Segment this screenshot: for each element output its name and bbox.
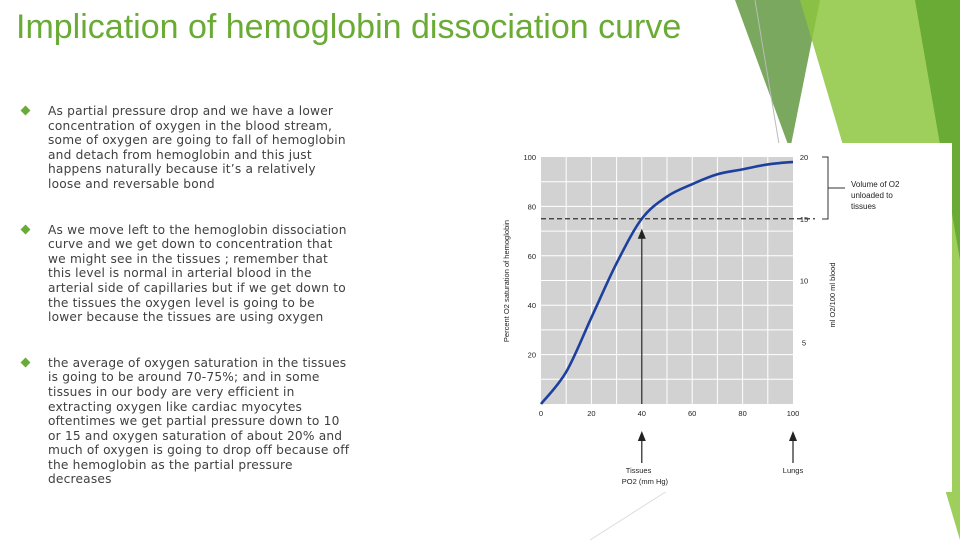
- bullet-item: As partial pressure drop and we have a l…: [20, 104, 350, 192]
- arrow-head-bottom: [637, 431, 646, 441]
- bullet-item: As we move left to the hemoglobin dissoc…: [20, 223, 350, 325]
- unloaded-bracket: Volume of O2 unloaded to tissues: [822, 156, 900, 220]
- y2-tick-label: 20: [800, 153, 808, 162]
- y2-tick-label: 15: [800, 215, 808, 224]
- y2-axis-label: ml O2/100 ml blood: [828, 262, 837, 327]
- y-tick-label: 80: [528, 202, 536, 211]
- arrow-head-bottom: [789, 431, 797, 441]
- bullet-text: the average of oxygen saturation in the …: [48, 355, 350, 487]
- grid-lines: [541, 157, 793, 404]
- x-tick-label: 60: [688, 409, 696, 418]
- annotation-arrows: Tissues PO2 (mm Hg) Lungs: [622, 228, 804, 486]
- bullet-list: As partial pressure drop and we have a l…: [20, 104, 350, 487]
- y-tick-label: 20: [528, 351, 536, 360]
- diamond-bullet-icon: [20, 105, 31, 116]
- slide-title: Implication of hemoglobin dissociation c…: [16, 8, 682, 46]
- y-tick-label: 60: [528, 252, 536, 261]
- bracket-label-line1: Volume of O2: [851, 180, 900, 189]
- dissociation-chart: 0 20 40 60 80 100 20 40 60 80 100 5 10 15 20 Percent O…: [497, 143, 952, 492]
- arrow-head-up: [637, 228, 646, 239]
- y-axis-label: Percent O2 saturation of hemoglobin: [502, 220, 511, 342]
- y-tick-label: 40: [528, 301, 536, 310]
- bracket-label-line2: unloaded to: [851, 191, 893, 200]
- bracket-label-line3: tissues: [851, 202, 876, 211]
- x-tick-label: 40: [638, 409, 646, 418]
- diamond-bullet-icon: [20, 224, 31, 235]
- bullet-text: As we move left to the hemoglobin dissoc…: [48, 222, 347, 325]
- arrow-label-line2: PO2 (mm Hg): [622, 477, 669, 486]
- series-line-saturation: [539, 160, 794, 405]
- y2-tick-label: 5: [802, 338, 806, 347]
- diamond-bullet-icon: [20, 357, 31, 368]
- x-tick-label: 20: [587, 409, 595, 418]
- arrow-label-line1: Tissues: [626, 466, 652, 475]
- y2-tick-label: 10: [800, 277, 808, 286]
- deco-line: [754, 0, 781, 151]
- x-tick-label: 100: [787, 409, 800, 418]
- bullet-text: As partial pressure drop and we have a l…: [48, 104, 346, 191]
- y-tick-label: 100: [523, 153, 536, 162]
- x-tick-label: 0: [539, 409, 543, 418]
- tick-labels: 0 20 40 60 80 100 20 40 60 80 100 5 10 15 20: [523, 153, 808, 418]
- arrow-label-line1: Lungs: [783, 466, 804, 475]
- x-tick-label: 80: [738, 409, 746, 418]
- deco-triangle-dark: [735, 0, 820, 150]
- bullet-item: the average of oxygen saturation in the …: [20, 356, 350, 487]
